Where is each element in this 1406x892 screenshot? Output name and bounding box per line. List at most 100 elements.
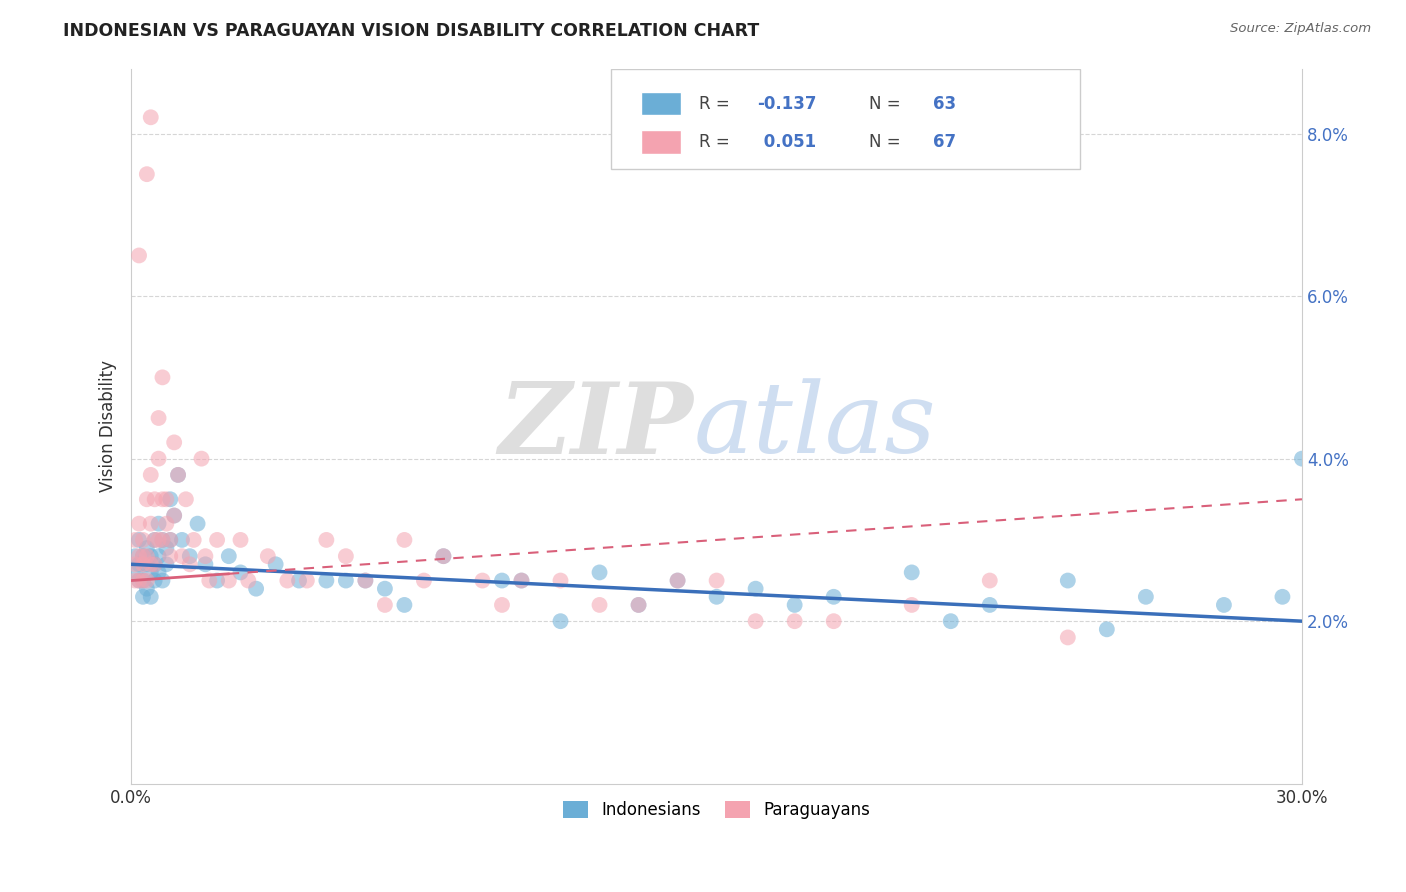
Text: 63: 63 xyxy=(934,95,956,112)
Point xyxy=(148,451,170,466)
Point xyxy=(143,533,166,547)
Point xyxy=(1271,590,1294,604)
Point xyxy=(139,566,162,580)
Point xyxy=(238,574,260,588)
Text: 67: 67 xyxy=(934,133,956,151)
Point xyxy=(135,558,157,572)
Point xyxy=(139,110,162,124)
Point xyxy=(491,598,513,612)
Point xyxy=(194,558,217,572)
Point xyxy=(276,574,298,588)
Point xyxy=(143,558,166,572)
Point xyxy=(823,590,845,604)
Point xyxy=(1212,598,1234,612)
Point xyxy=(148,549,170,564)
Point xyxy=(148,411,170,425)
Point xyxy=(135,167,157,181)
Point xyxy=(135,574,157,588)
Point xyxy=(1056,631,1078,645)
Point xyxy=(823,614,845,628)
Point xyxy=(152,492,174,507)
Point xyxy=(163,508,186,523)
Point xyxy=(135,492,157,507)
Point xyxy=(245,582,267,596)
Point xyxy=(205,533,228,547)
Point xyxy=(939,614,962,628)
Point xyxy=(155,492,177,507)
Point xyxy=(979,574,1001,588)
Point xyxy=(143,492,166,507)
Legend: Indonesians, Paraguayans: Indonesians, Paraguayans xyxy=(555,794,877,825)
Point xyxy=(128,516,150,531)
Point xyxy=(124,574,146,588)
Point xyxy=(783,614,806,628)
Point xyxy=(335,549,357,564)
Point xyxy=(229,533,252,547)
Text: N =: N = xyxy=(869,95,905,112)
Text: ZIP: ZIP xyxy=(498,378,693,475)
Text: INDONESIAN VS PARAGUAYAN VISION DISABILITY CORRELATION CHART: INDONESIAN VS PARAGUAYAN VISION DISABILI… xyxy=(63,22,759,40)
Point xyxy=(471,574,494,588)
Point xyxy=(143,574,166,588)
Point xyxy=(159,533,181,547)
FancyBboxPatch shape xyxy=(612,69,1080,169)
Point xyxy=(124,549,146,564)
Point xyxy=(143,533,166,547)
Point xyxy=(588,566,610,580)
Point xyxy=(159,492,181,507)
Point xyxy=(128,574,150,588)
Point xyxy=(783,598,806,612)
Point xyxy=(205,574,228,588)
Point xyxy=(139,590,162,604)
Point xyxy=(179,558,201,572)
Point xyxy=(163,508,186,523)
Point xyxy=(170,549,193,564)
Point xyxy=(132,549,155,564)
Point xyxy=(128,549,150,564)
Point xyxy=(229,566,252,580)
Point xyxy=(139,516,162,531)
Point xyxy=(135,549,157,564)
Point xyxy=(139,558,162,572)
Point xyxy=(900,598,922,612)
Point xyxy=(1291,451,1313,466)
Point xyxy=(143,558,166,572)
Point xyxy=(152,370,174,384)
Point xyxy=(124,558,146,572)
Point xyxy=(432,549,454,564)
Point xyxy=(124,533,146,547)
Point xyxy=(706,574,728,588)
Point xyxy=(354,574,377,588)
Point xyxy=(124,566,146,580)
Point xyxy=(900,566,922,580)
FancyBboxPatch shape xyxy=(641,92,682,115)
Point xyxy=(194,549,217,564)
Point xyxy=(170,533,193,547)
Point xyxy=(295,574,318,588)
Point xyxy=(374,582,396,596)
Y-axis label: Vision Disability: Vision Disability xyxy=(100,360,117,492)
Point xyxy=(432,549,454,564)
Point xyxy=(264,558,287,572)
Point xyxy=(1056,574,1078,588)
Point xyxy=(374,598,396,612)
Point xyxy=(159,533,181,547)
Point xyxy=(198,574,221,588)
Point xyxy=(148,566,170,580)
Point xyxy=(550,574,572,588)
Point xyxy=(491,574,513,588)
Point xyxy=(128,533,150,547)
Text: Source: ZipAtlas.com: Source: ZipAtlas.com xyxy=(1230,22,1371,36)
Point xyxy=(128,574,150,588)
Text: atlas: atlas xyxy=(693,378,936,474)
Point xyxy=(706,590,728,604)
Point xyxy=(148,533,170,547)
Point xyxy=(132,558,155,572)
Point xyxy=(218,574,240,588)
Point xyxy=(128,248,150,262)
Point xyxy=(135,582,157,596)
Point xyxy=(132,574,155,588)
Point xyxy=(394,533,416,547)
Point xyxy=(187,516,209,531)
Text: N =: N = xyxy=(869,133,905,151)
